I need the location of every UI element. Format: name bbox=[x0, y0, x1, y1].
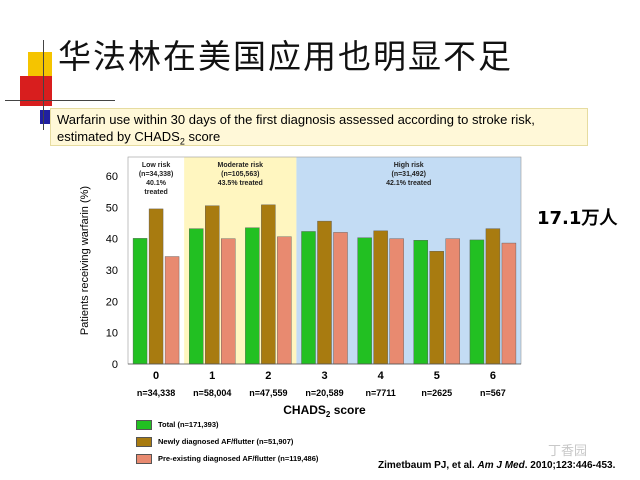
subtitle-tail: score bbox=[184, 129, 221, 144]
bar-preexisting-3 bbox=[333, 232, 348, 365]
y-tick-label: 50 bbox=[106, 202, 118, 214]
x-tick-label: 3 bbox=[321, 370, 327, 382]
title-decoration-vertical-line bbox=[43, 40, 44, 130]
bar-total-4 bbox=[357, 237, 372, 365]
bar-preexisting-1 bbox=[221, 238, 236, 365]
n-label: n=7711 bbox=[366, 388, 396, 398]
legend-label-newly: Newly diagnosed AF/flutter (n=51,907) bbox=[158, 437, 294, 446]
x-tick-label: 1 bbox=[209, 370, 215, 382]
risk-group-label: 42.1% treated bbox=[386, 180, 431, 187]
bar-newly-1 bbox=[205, 205, 220, 365]
bar-total-2 bbox=[245, 227, 260, 365]
y-tick-label: 60 bbox=[106, 171, 118, 183]
n-label: n=20,589 bbox=[305, 388, 343, 398]
chart-subtitle: Warfarin use within 30 days of the first… bbox=[50, 108, 588, 147]
x-tick-label: 4 bbox=[378, 370, 385, 382]
risk-group-label: treated bbox=[144, 189, 167, 196]
bar-preexisting-4 bbox=[389, 238, 404, 365]
title-decoration-blue-square bbox=[40, 110, 50, 124]
bar-total-6 bbox=[469, 239, 485, 365]
risk-group-label: 40.1% bbox=[146, 180, 167, 187]
n-label: n=47,559 bbox=[249, 388, 287, 398]
watermark-logo: 丁香园 bbox=[548, 444, 588, 459]
citation-rest: . 2010;123:446-453. bbox=[524, 460, 616, 471]
y-tick-label: 30 bbox=[106, 265, 118, 277]
x-axis-label: CHADS2 score bbox=[283, 403, 366, 419]
bar-total-1 bbox=[189, 228, 204, 365]
n-label: n=58,004 bbox=[193, 388, 231, 398]
y-tick-label: 40 bbox=[106, 234, 118, 246]
bar-preexisting-5 bbox=[445, 238, 460, 365]
bar-newly-6 bbox=[485, 228, 501, 365]
bar-newly-4 bbox=[373, 230, 388, 365]
y-tick-label: 10 bbox=[106, 328, 118, 340]
legend-label-total: Total (n=171,393) bbox=[158, 420, 219, 429]
x-tick-label: 2 bbox=[265, 370, 271, 382]
callout-text: 17.1万人 bbox=[537, 208, 618, 229]
bar-preexisting-2 bbox=[277, 236, 292, 365]
legend-swatch-preexisting bbox=[136, 453, 152, 464]
legend-swatch-newly bbox=[136, 436, 152, 447]
legend-entry-preexisting: Pre-existing diagnosed AF/flutter (n=119… bbox=[136, 450, 318, 467]
subtitle-subscript: 2 bbox=[179, 136, 185, 147]
risk-group-label: (n=34,338) bbox=[139, 171, 173, 178]
x-tick-label: 5 bbox=[434, 370, 440, 382]
bar-preexisting-0 bbox=[164, 256, 180, 365]
n-label: n=34,338 bbox=[137, 388, 175, 398]
n-label: n=567 bbox=[480, 388, 506, 398]
x-tick-label: 6 bbox=[490, 370, 496, 382]
risk-group-label: Moderate risk bbox=[218, 162, 264, 169]
title-decoration-horizontal-line bbox=[5, 100, 115, 101]
risk-group-label: Low risk bbox=[142, 162, 171, 169]
legend-label-preexisting: Pre-existing diagnosed AF/flutter (n=119… bbox=[158, 454, 319, 463]
citation-journal: Am J Med bbox=[477, 460, 525, 471]
risk-group-label: High risk bbox=[394, 162, 424, 169]
chart-legend: Total (n=171,393) Newly diagnosed AF/flu… bbox=[136, 416, 318, 467]
x-tick-label: 0 bbox=[153, 370, 159, 382]
title-decoration-yellow-square bbox=[28, 52, 52, 76]
bar-newly-3 bbox=[317, 220, 332, 365]
bar-total-0 bbox=[132, 238, 148, 365]
legend-swatch-total bbox=[136, 419, 152, 430]
subtitle-text: Warfarin use within 30 days of the first… bbox=[57, 112, 535, 144]
bar-newly-5 bbox=[429, 250, 444, 365]
bar-newly-0 bbox=[148, 208, 164, 365]
citation: Zimetbaum PJ, et al. Am J Med. 2010;123:… bbox=[378, 460, 615, 471]
risk-group-label: (n=31,492) bbox=[391, 171, 425, 178]
legend-entry-newly: Newly diagnosed AF/flutter (n=51,907) bbox=[136, 433, 318, 450]
n-label: n=2625 bbox=[421, 388, 452, 398]
bar-total-3 bbox=[301, 231, 316, 365]
y-tick-label: 0 bbox=[112, 359, 118, 371]
page-title: 华法林在美国应用也明显不足 bbox=[58, 37, 513, 76]
title-decoration-red-square bbox=[20, 76, 52, 106]
bar-total-5 bbox=[413, 240, 428, 365]
risk-group-label: (n=105,563) bbox=[221, 171, 259, 178]
bar-preexisting-6 bbox=[501, 242, 517, 365]
y-axis-label: Patients receiving warfarin (%) bbox=[79, 186, 91, 335]
legend-entry-total: Total (n=171,393) bbox=[136, 416, 318, 433]
risk-group-label: 43.5% treated bbox=[218, 180, 263, 187]
citation-authors: Zimetbaum PJ, et al. bbox=[378, 460, 478, 471]
bar-newly-2 bbox=[261, 204, 276, 365]
y-tick-label: 20 bbox=[106, 296, 118, 308]
